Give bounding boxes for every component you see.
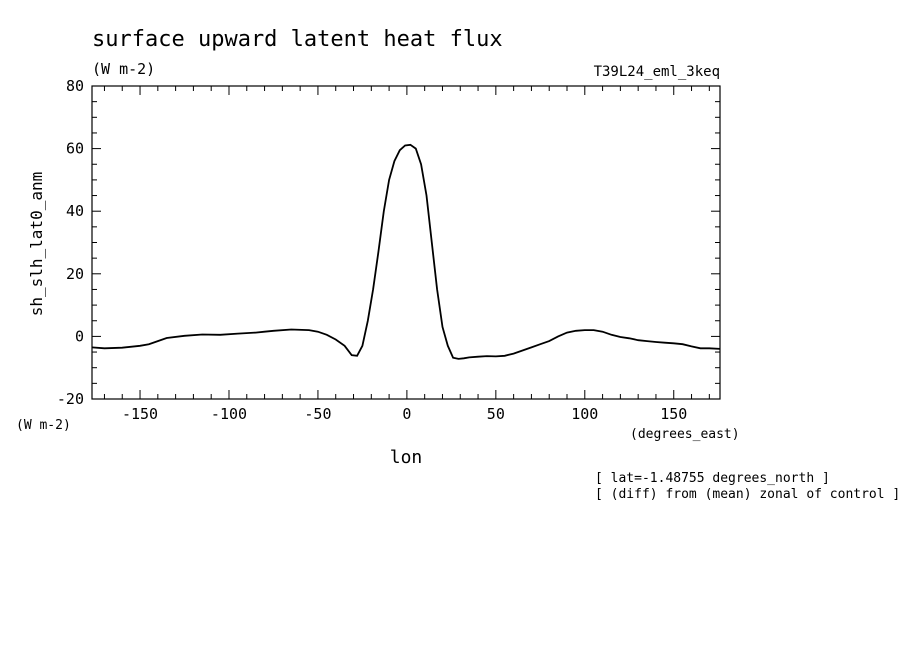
axis-ticks — [92, 85, 720, 400]
x-tick-label: 0 — [402, 405, 411, 423]
x-tick-label: 150 — [660, 405, 687, 423]
chart-title: surface upward latent heat flux — [92, 27, 503, 52]
y-tick-label: 80 — [66, 77, 84, 95]
note-difference: [ (diff) from (mean) zonal of control ] — [595, 487, 900, 502]
note-latitude: [ lat=-1.48755 degrees_north ] — [595, 471, 830, 486]
x-tick-label: 50 — [487, 405, 505, 423]
x-axis-label: lon — [390, 447, 423, 468]
y-tick-label: 20 — [66, 265, 84, 283]
y-axis-label: sh_slh_lat0_anm — [27, 172, 46, 317]
plot-frame — [91, 85, 721, 400]
y-tick-label: 60 — [66, 140, 84, 158]
y-tick-label: 40 — [66, 202, 84, 220]
chart-units: (W m-2) — [92, 60, 155, 78]
y-tick-label: -20 — [57, 390, 84, 408]
y-tick-label: 0 — [75, 327, 84, 345]
run-label: T39L24_eml_3keq — [594, 64, 720, 80]
y-axis-units: (W m-2) — [16, 418, 71, 433]
x-tick-label: -100 — [211, 405, 247, 423]
series-line — [91, 143, 721, 360]
x-tick-label: -150 — [122, 405, 158, 423]
x-tick-labels: -150 -100 -50 0 50 100 150 — [122, 405, 687, 423]
x-axis-units: (degrees_east) — [630, 427, 740, 442]
x-tick-label: -50 — [304, 405, 331, 423]
x-tick-label: 100 — [571, 405, 598, 423]
y-tick-labels: -20 0 20 40 60 80 — [57, 77, 84, 408]
